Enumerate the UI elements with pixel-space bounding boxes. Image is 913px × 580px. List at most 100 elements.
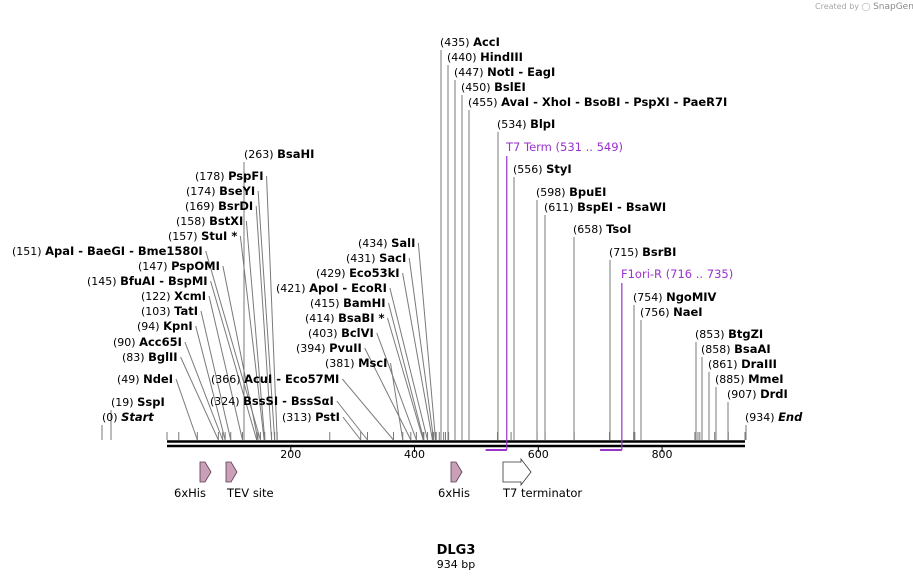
site-draiii-label[interactable]: (861) DraIII <box>708 357 777 371</box>
site-acc65i-label[interactable]: (90) Acc65I <box>113 335 182 349</box>
site-tsoi-label[interactable]: (658) TsoI <box>573 222 631 236</box>
site-end-label[interactable]: (934) End <box>745 410 803 424</box>
site-tati-name: TatI <box>174 304 198 318</box>
site-bfuai-bspmi-label[interactable]: (145) BfuAI - BspMI <box>87 274 208 288</box>
site-bclvi-position: (403) <box>308 327 341 340</box>
site-ngomiv-name: NgoMIV <box>666 290 716 304</box>
site-pvuii-label[interactable]: (394) PvuII <box>296 341 362 355</box>
feature-6xhis-0-arrow[interactable] <box>199 461 212 483</box>
site-avai-xhoi-bsobi-pspxi-paer7i-name: AvaI - XhoI - BsoBI - PspXI - PaeR7I <box>501 95 727 109</box>
site-ndei-position: (49) <box>117 373 143 386</box>
site-bsabi-name: BsaBI * <box>338 311 384 325</box>
site-msci-label[interactable]: (381) MscI <box>325 356 387 370</box>
tick-400-label: 400 <box>404 448 425 461</box>
site-sali-name: SalI <box>391 236 415 250</box>
site-noti-eagi-name: NotI - EagI <box>487 65 555 79</box>
site-bsssi-bsss-i-label[interactable]: (324) BssSI - BssSαI <box>210 394 334 408</box>
site-noti-eagi-label[interactable]: (447) NotI - EagI <box>454 65 555 79</box>
site-bsrbi-label[interactable]: (715) BsrBI <box>609 245 676 259</box>
site-bsrdi-name: BsrDI <box>218 199 253 213</box>
site-apoi-ecori-name: ApoI - EcoRI <box>309 281 387 295</box>
site-bseyi-position: (174) <box>186 185 219 198</box>
site-drdi-label[interactable]: (907) DrdI <box>727 387 788 401</box>
site-apoi-ecori-leader <box>389 287 429 441</box>
primer-f1ori-r-name: F1ori-R <box>621 267 666 281</box>
site-end-position: (934) <box>745 411 778 424</box>
site-drdi-name: DrdI <box>760 387 788 401</box>
site-ngomiv-label[interactable]: (754) NgoMIV <box>633 290 717 304</box>
site-naei-label[interactable]: (756) NaeI <box>640 305 703 319</box>
site-bsrdi-label[interactable]: (169) BsrDI <box>185 199 253 213</box>
site-start-name: Start <box>121 410 154 424</box>
site-draiii-name: DraIII <box>741 357 777 371</box>
site-styi-label[interactable]: (556) StyI <box>513 162 572 176</box>
site-sspi-label[interactable]: (19) SspI <box>111 395 165 409</box>
site-pspfi-position: (178) <box>195 170 228 183</box>
site-acc65i-leader <box>184 341 224 441</box>
site-kpni-name: KpnI <box>163 319 193 333</box>
site-pvuii-name: PvuII <box>329 341 362 355</box>
site-avai-xhoi-bsobi-pspxi-paer7i-position: (455) <box>468 96 501 109</box>
site-apai-baegi-bme1580i-name: ApaI - BaeGI - Bme1580I <box>45 244 203 258</box>
site-bstxi-label[interactable]: (158) BstXI <box>176 214 243 228</box>
site-stui-position: (157) <box>168 230 201 243</box>
site-acui-eco57mi-position: (366) <box>211 373 244 386</box>
site-acui-eco57mi-label[interactable]: (366) AcuI - Eco57MI <box>211 372 339 386</box>
site-xcmi-label[interactable]: (122) XcmI <box>141 289 206 303</box>
site-apoi-ecori-label[interactable]: (421) ApoI - EcoRI <box>276 281 387 295</box>
site-mmei-label[interactable]: (885) MmeI <box>715 372 784 386</box>
site-pspomi-label[interactable]: (147) PspOMI <box>138 259 220 273</box>
site-bspei-bsawi-label[interactable]: (611) BspEI - BsaWI <box>544 200 666 214</box>
site-tati-position: (103) <box>141 305 174 318</box>
feature-6xhis-2-arrow[interactable] <box>450 461 463 483</box>
site-bclvi-label[interactable]: (403) BclVI <box>308 326 374 340</box>
site-pvuii-position: (394) <box>296 342 329 355</box>
site-mmei-name: MmeI <box>748 372 784 386</box>
site-btgzi-name: BtgZI <box>728 327 763 341</box>
site-start-label[interactable]: (0) Start <box>102 410 154 424</box>
primer-t7-term-label[interactable]: T7 Term (531 .. 549) <box>505 140 623 154</box>
tick-200-label: 200 <box>280 448 301 461</box>
feature-t7-terminator-3-arrow[interactable] <box>502 457 532 487</box>
site-acci-label[interactable]: (435) AccI <box>440 35 500 49</box>
feature-6xhis-0-label: 6xHis <box>174 486 206 500</box>
site-bslei-label[interactable]: (450) BslEI <box>461 80 526 94</box>
site-bsahi-position: (263) <box>244 148 277 161</box>
site-pspfi-label[interactable]: (178) PspFI <box>195 169 264 183</box>
site-labels: (0) Start(19) SspI(49) NdeI(83) BglII(90… <box>12 35 803 424</box>
site-bglii-label[interactable]: (83) BglII <box>122 350 178 364</box>
site-bpuei-label[interactable]: (598) BpuEI <box>536 185 606 199</box>
site-btgzi-label[interactable]: (853) BtgZI <box>695 327 763 341</box>
site-bstxi-name: BstXI <box>209 214 243 228</box>
site-blpi-name: BlpI <box>530 117 555 131</box>
site-hindiii-name: HindIII <box>480 50 523 64</box>
site-bseyi-label[interactable]: (174) BseYI <box>186 184 255 198</box>
site-apai-baegi-bme1580i-label[interactable]: (151) ApaI - BaeGI - Bme1580I <box>12 244 203 258</box>
site-blpi-label[interactable]: (534) BlpI <box>497 117 555 131</box>
site-bsabi-leader <box>387 317 424 441</box>
site-avai-xhoi-bsobi-pspxi-paer7i-label[interactable]: (455) AvaI - XhoI - BsoBI - PspXI - PaeR… <box>468 95 727 109</box>
map-subtitle: 934 bp <box>437 558 475 571</box>
site-bsahi-label[interactable]: (263) BsaHI <box>244 147 314 161</box>
site-bsrbi-name: BsrBI <box>642 245 676 259</box>
site-bsaai-label[interactable]: (858) BsaAI <box>701 342 771 356</box>
site-psti-label[interactable]: (313) PstI <box>282 410 340 424</box>
primer-f1ori-r-label[interactable]: F1ori-R (716 .. 735) <box>621 267 733 281</box>
map-title: DLG3 <box>437 543 476 558</box>
site-kpni-label[interactable]: (94) KpnI <box>137 319 193 333</box>
site-blpi-position: (534) <box>497 118 530 131</box>
site-styi-name: StyI <box>546 162 572 176</box>
site-stui-label[interactable]: (157) StuI * <box>168 229 237 243</box>
site-tati-label[interactable]: (103) TatI <box>141 304 198 318</box>
site-bamhi-label[interactable]: (415) BamHI <box>310 296 386 310</box>
site-bsabi-position: (414) <box>305 312 338 325</box>
site-ndei-label[interactable]: (49) NdeI <box>117 372 173 386</box>
site-hindiii-label[interactable]: (440) HindIII <box>447 50 523 64</box>
site-bsabi-label[interactable]: (414) BsaBI * <box>305 311 385 325</box>
feature-tev-site-1-arrow[interactable] <box>225 461 238 483</box>
site-saci-label[interactable]: (431) SacI <box>346 251 406 265</box>
site-eco53ki-label[interactable]: (429) Eco53kI <box>316 266 400 280</box>
site-sali-label[interactable]: (434) SalI <box>358 236 415 250</box>
site-psti-leader <box>342 416 362 441</box>
